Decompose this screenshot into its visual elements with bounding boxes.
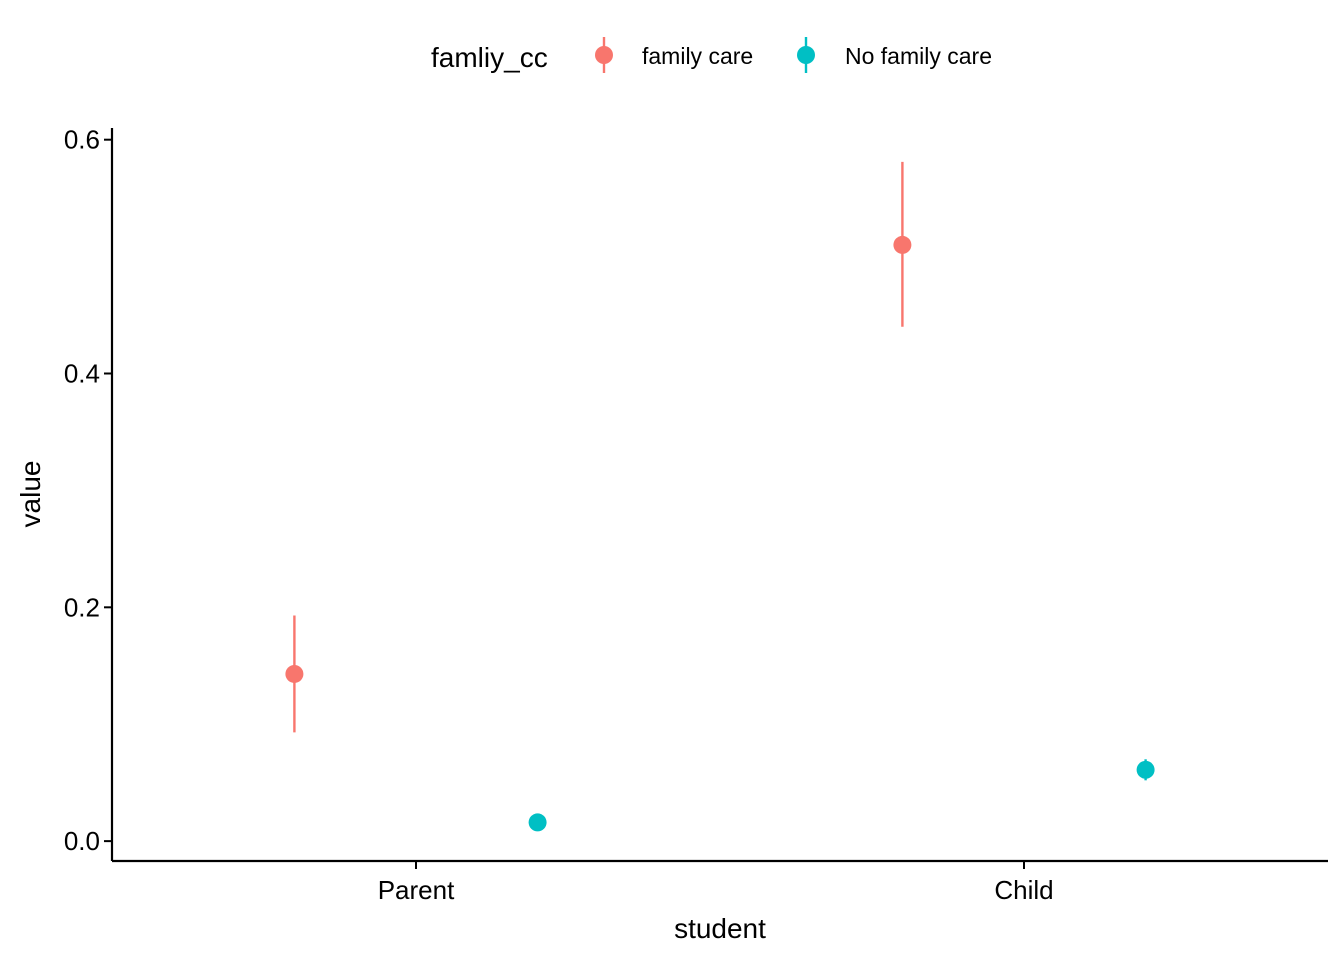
legend-title: famliy_cc bbox=[431, 42, 548, 73]
legend-key-point bbox=[797, 46, 815, 64]
data-point bbox=[285, 664, 304, 683]
y-tick-label: 0.4 bbox=[64, 359, 100, 389]
plot-area bbox=[285, 161, 1155, 832]
legend-entries: family care No family care bbox=[595, 37, 992, 73]
legend-entry: No family care bbox=[797, 37, 992, 73]
x-tick-label: Parent bbox=[378, 875, 455, 905]
y-axis: value 0.0 0.2 0.4 0.6 bbox=[15, 125, 114, 861]
x-axis: student Parent Child bbox=[112, 859, 1328, 944]
data-point bbox=[893, 235, 912, 254]
legend-entry: family care bbox=[595, 37, 753, 73]
data-point bbox=[1136, 760, 1155, 779]
series-no-family-care bbox=[528, 759, 1155, 832]
y-tick-label: 0.0 bbox=[64, 826, 100, 856]
legend-label: family care bbox=[642, 43, 753, 69]
y-tick-label: 0.6 bbox=[64, 125, 100, 155]
legend: famliy_cc family care No family care bbox=[431, 37, 992, 73]
y-tick-label: 0.2 bbox=[64, 592, 100, 622]
x-axis-title: student bbox=[674, 913, 766, 944]
series-family-care bbox=[285, 161, 912, 733]
legend-label: No family care bbox=[845, 43, 992, 69]
x-tick-label: Child bbox=[994, 875, 1053, 905]
legend-key-point bbox=[595, 46, 613, 64]
y-axis-title: value bbox=[15, 461, 46, 528]
data-point bbox=[528, 813, 547, 832]
